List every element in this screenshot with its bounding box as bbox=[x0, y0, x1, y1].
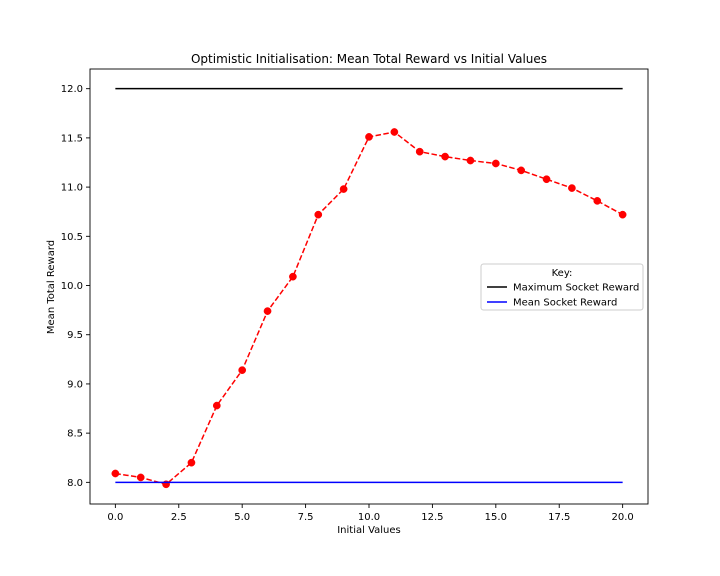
x-tick-label: 0.0 bbox=[107, 512, 123, 523]
data-point bbox=[415, 147, 424, 156]
y-tick-label: 9.0 bbox=[67, 379, 83, 390]
data-point bbox=[263, 307, 272, 315]
legend: Key: Maximum Socket Reward Mean Socket Rew… bbox=[480, 263, 644, 311]
chart-title: Optimistic Initialisation: Mean Total Re… bbox=[191, 52, 547, 66]
y-tick-label: 8.0 bbox=[67, 478, 83, 489]
data-point bbox=[212, 401, 221, 410]
legend-entry: Maximum Socket Reward bbox=[513, 283, 639, 294]
data-point bbox=[390, 128, 399, 136]
legend-title: Key: bbox=[552, 268, 573, 279]
data-point bbox=[441, 152, 449, 161]
legend-box bbox=[480, 263, 644, 311]
data-point bbox=[568, 184, 576, 192]
x-tick-label: 5.0 bbox=[234, 512, 250, 523]
data-point bbox=[339, 185, 348, 193]
x-tick-label: 7.5 bbox=[298, 512, 314, 523]
x-tick-label: 2.5 bbox=[171, 512, 187, 523]
data-point bbox=[111, 469, 120, 478]
y-tick-label: 11.5 bbox=[61, 133, 83, 144]
data-point bbox=[593, 197, 602, 205]
data-point bbox=[136, 473, 145, 482]
y-tick-label: 8.5 bbox=[67, 429, 83, 440]
y-tick-label: 11.0 bbox=[61, 183, 83, 194]
y-tick-label: 9.5 bbox=[67, 330, 83, 341]
data-point bbox=[289, 272, 297, 281]
data-point bbox=[542, 175, 551, 184]
x-axis-label: Initial Values bbox=[337, 525, 401, 536]
plot-area bbox=[89, 68, 649, 505]
y-axis-ticks: 8.0 8.5 9.0 9.5 10.0 10.5 11.0 11.5 12.0 bbox=[61, 84, 90, 489]
data-point bbox=[491, 159, 500, 168]
data-point bbox=[618, 210, 627, 219]
data-point bbox=[314, 210, 323, 219]
x-tick-label: 10.0 bbox=[358, 512, 380, 523]
x-tick-label: 20.0 bbox=[612, 512, 634, 523]
x-axis-ticks: 0.0 2.5 5.0 7.5 10.0 12.5 15.0 17.5 20.0 bbox=[107, 504, 634, 523]
data-point bbox=[187, 458, 196, 467]
y-tick-label: 10.5 bbox=[61, 232, 83, 243]
x-tick-label: 15.0 bbox=[485, 512, 507, 523]
data-point bbox=[466, 156, 475, 165]
x-tick-label: 17.5 bbox=[548, 512, 570, 523]
data-point bbox=[365, 133, 373, 141]
data-point bbox=[517, 166, 526, 175]
legend-entry: Mean Socket Reward bbox=[513, 298, 617, 309]
data-point bbox=[238, 366, 247, 375]
y-tick-label: 12.0 bbox=[61, 84, 83, 95]
x-tick-label: 12.5 bbox=[421, 512, 443, 523]
y-tick-label: 10.0 bbox=[61, 281, 83, 292]
y-axis-label: Mean Total Reward bbox=[46, 240, 57, 334]
